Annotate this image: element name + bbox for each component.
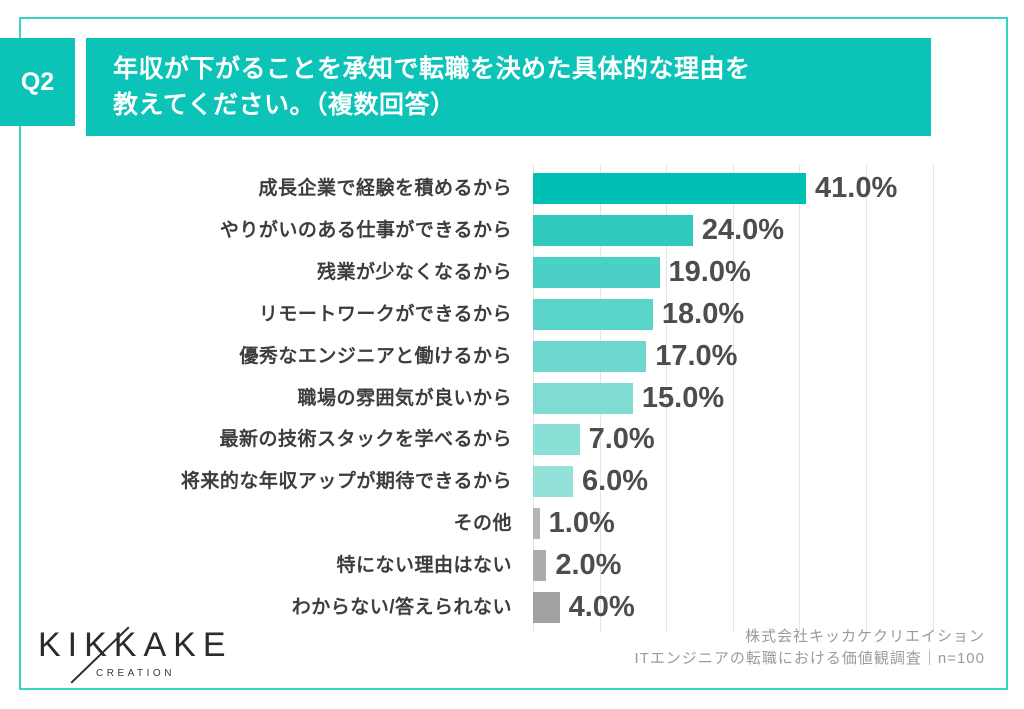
category-label: 職場の雰囲気が良いから (297, 387, 512, 409)
bar (533, 508, 540, 540)
gridline (799, 165, 801, 632)
value-label: 4.0% (568, 591, 635, 623)
value-label: 41.0% (815, 172, 898, 204)
survey-source-note: 株式会社キッカケクリエイション ITエンジニアの転職における価値観調査｜n=10… (635, 626, 985, 670)
category-label: やりがいのある仕事ができるから (219, 219, 512, 241)
bar (533, 256, 660, 288)
value-label: 18.0% (661, 297, 745, 330)
gridline (666, 165, 668, 632)
question-badge-label: Q2 (20, 67, 55, 96)
bar (533, 550, 547, 582)
chart-row: 最新の技術スタックを学べるから 7.0% (0, 423, 1024, 456)
question-title-line2: 教えてください。（複数回答） (113, 91, 456, 119)
chart-row: 優秀なエンジニアと働けるから 17.0% (0, 339, 1024, 372)
bar (533, 382, 633, 414)
gridline (732, 165, 734, 632)
bar (533, 214, 693, 246)
kikkake-logo: KIKKAKE CREATION (38, 620, 258, 688)
category-label: その他 (453, 513, 512, 535)
question-title-banner: 年収が下がることを承知で転職を決めた具体的な理由を 教えてください。（複数回答） (86, 38, 931, 136)
source-company: 株式会社キッカケクリエイション (744, 628, 985, 645)
bar (533, 466, 573, 498)
category-label: わからない/答えられない (291, 597, 512, 618)
gridline (866, 165, 867, 632)
value-label: 24.0% (701, 213, 785, 246)
category-label: リモートワークができるから (258, 303, 512, 325)
chart-row: 特にない理由はない 2.0% (0, 549, 1024, 582)
value-label: 15.0% (641, 381, 725, 414)
chart-row: 将来的な年収アップが期待できるから 6.0% (0, 465, 1024, 498)
category-label: 優秀なエンジニアと働けるから (239, 345, 512, 367)
source-study: ITエンジニアの転職における価値観調査｜n=100 (634, 650, 985, 667)
value-label: 19.0% (668, 255, 751, 288)
value-label: 1.0% (548, 507, 615, 540)
page-border-frame (19, 17, 1008, 690)
category-label: 特にない理由はない (336, 555, 512, 577)
gridline (932, 165, 934, 632)
question-badge: Q2 (0, 38, 75, 126)
bar (533, 592, 560, 623)
chart-row: やりがいのある仕事ができるから 24.0% (0, 213, 1024, 246)
chart-row: 残業が少なくなるから 19.0% (0, 255, 1024, 288)
bar (533, 298, 653, 330)
value-label: 7.0% (588, 423, 655, 456)
kikkake-logo-wordmark: KIKKAKE (38, 626, 233, 664)
bar (533, 173, 807, 204)
category-label: 最新の技術スタックを学べるから (219, 429, 512, 451)
question-title-line1: 年収が下がることを承知で転職を決めた具体的な理由を (113, 55, 751, 83)
bar (533, 424, 580, 456)
category-label: 成長企業で経験を積めるから (258, 178, 512, 199)
bar (533, 340, 647, 372)
value-label: 6.0% (581, 465, 649, 498)
category-label: 残業が少なくなるから (316, 261, 512, 283)
chart-row: 職場の雰囲気が良いから 15.0% (0, 381, 1024, 414)
value-label: 2.0% (555, 549, 622, 582)
category-label: 将来的な年収アップが期待できるから (180, 471, 512, 493)
kikkake-logo-subtext: CREATION (96, 668, 175, 679)
chart-row: リモートワークができるから 18.0% (0, 297, 1024, 330)
chart-row: その他 1.0% (0, 507, 1024, 540)
chart-row: 成長企業で経験を積めるから 41.0% (0, 173, 1024, 204)
chart-row: わからない/答えられない 4.0% (0, 592, 1024, 623)
value-label: 17.0% (655, 339, 738, 372)
